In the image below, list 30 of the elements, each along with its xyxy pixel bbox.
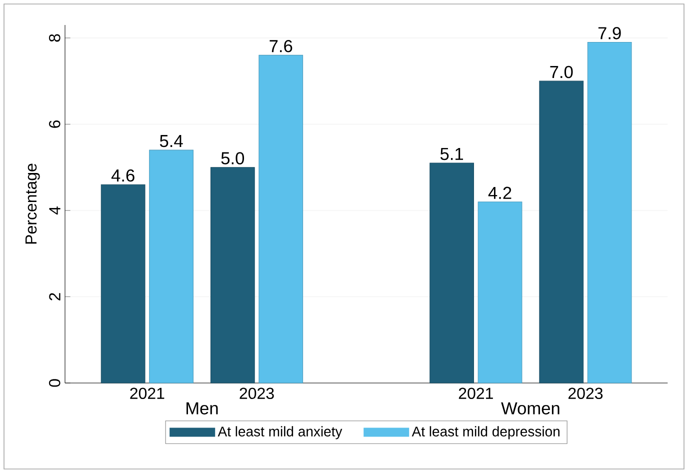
data-label: 7.0 bbox=[550, 66, 573, 78]
y-tick-label: 2 bbox=[49, 293, 60, 300]
bar bbox=[587, 42, 632, 384]
bar bbox=[100, 184, 146, 384]
bar bbox=[539, 80, 584, 384]
text: Men bbox=[186, 402, 218, 414]
y-tick-label: 6 bbox=[48, 120, 60, 128]
bar bbox=[258, 54, 304, 384]
data-label: 5.4 bbox=[160, 135, 183, 148]
x-tick-label: 2023 bbox=[240, 388, 274, 400]
legend-label: At least mild anxiety bbox=[218, 426, 342, 440]
data-label: 7.9 bbox=[598, 27, 621, 40]
bar bbox=[430, 162, 474, 384]
y-tick-label: 4 bbox=[49, 206, 60, 215]
y-tick-label: 8 bbox=[48, 34, 60, 42]
bar bbox=[149, 150, 194, 384]
y-tick-label: 0 bbox=[48, 379, 60, 387]
y-axis-title: Percentage bbox=[25, 164, 40, 244]
data-label: 5.1 bbox=[440, 148, 464, 160]
x-tick-label: 2021 bbox=[130, 388, 164, 400]
x-tick-label: 2021 bbox=[458, 388, 493, 400]
data-label: 5.0 bbox=[221, 152, 244, 164]
data-label: 4.6 bbox=[111, 169, 134, 182]
bar bbox=[210, 167, 255, 384]
x-tick-label: 2023 bbox=[568, 388, 603, 400]
bar bbox=[478, 202, 522, 384]
data-label: 4.2 bbox=[488, 186, 512, 199]
text: Women bbox=[501, 402, 560, 414]
legend-label: At least mild depression bbox=[412, 426, 560, 440]
data-label: 7.6 bbox=[270, 40, 292, 52]
